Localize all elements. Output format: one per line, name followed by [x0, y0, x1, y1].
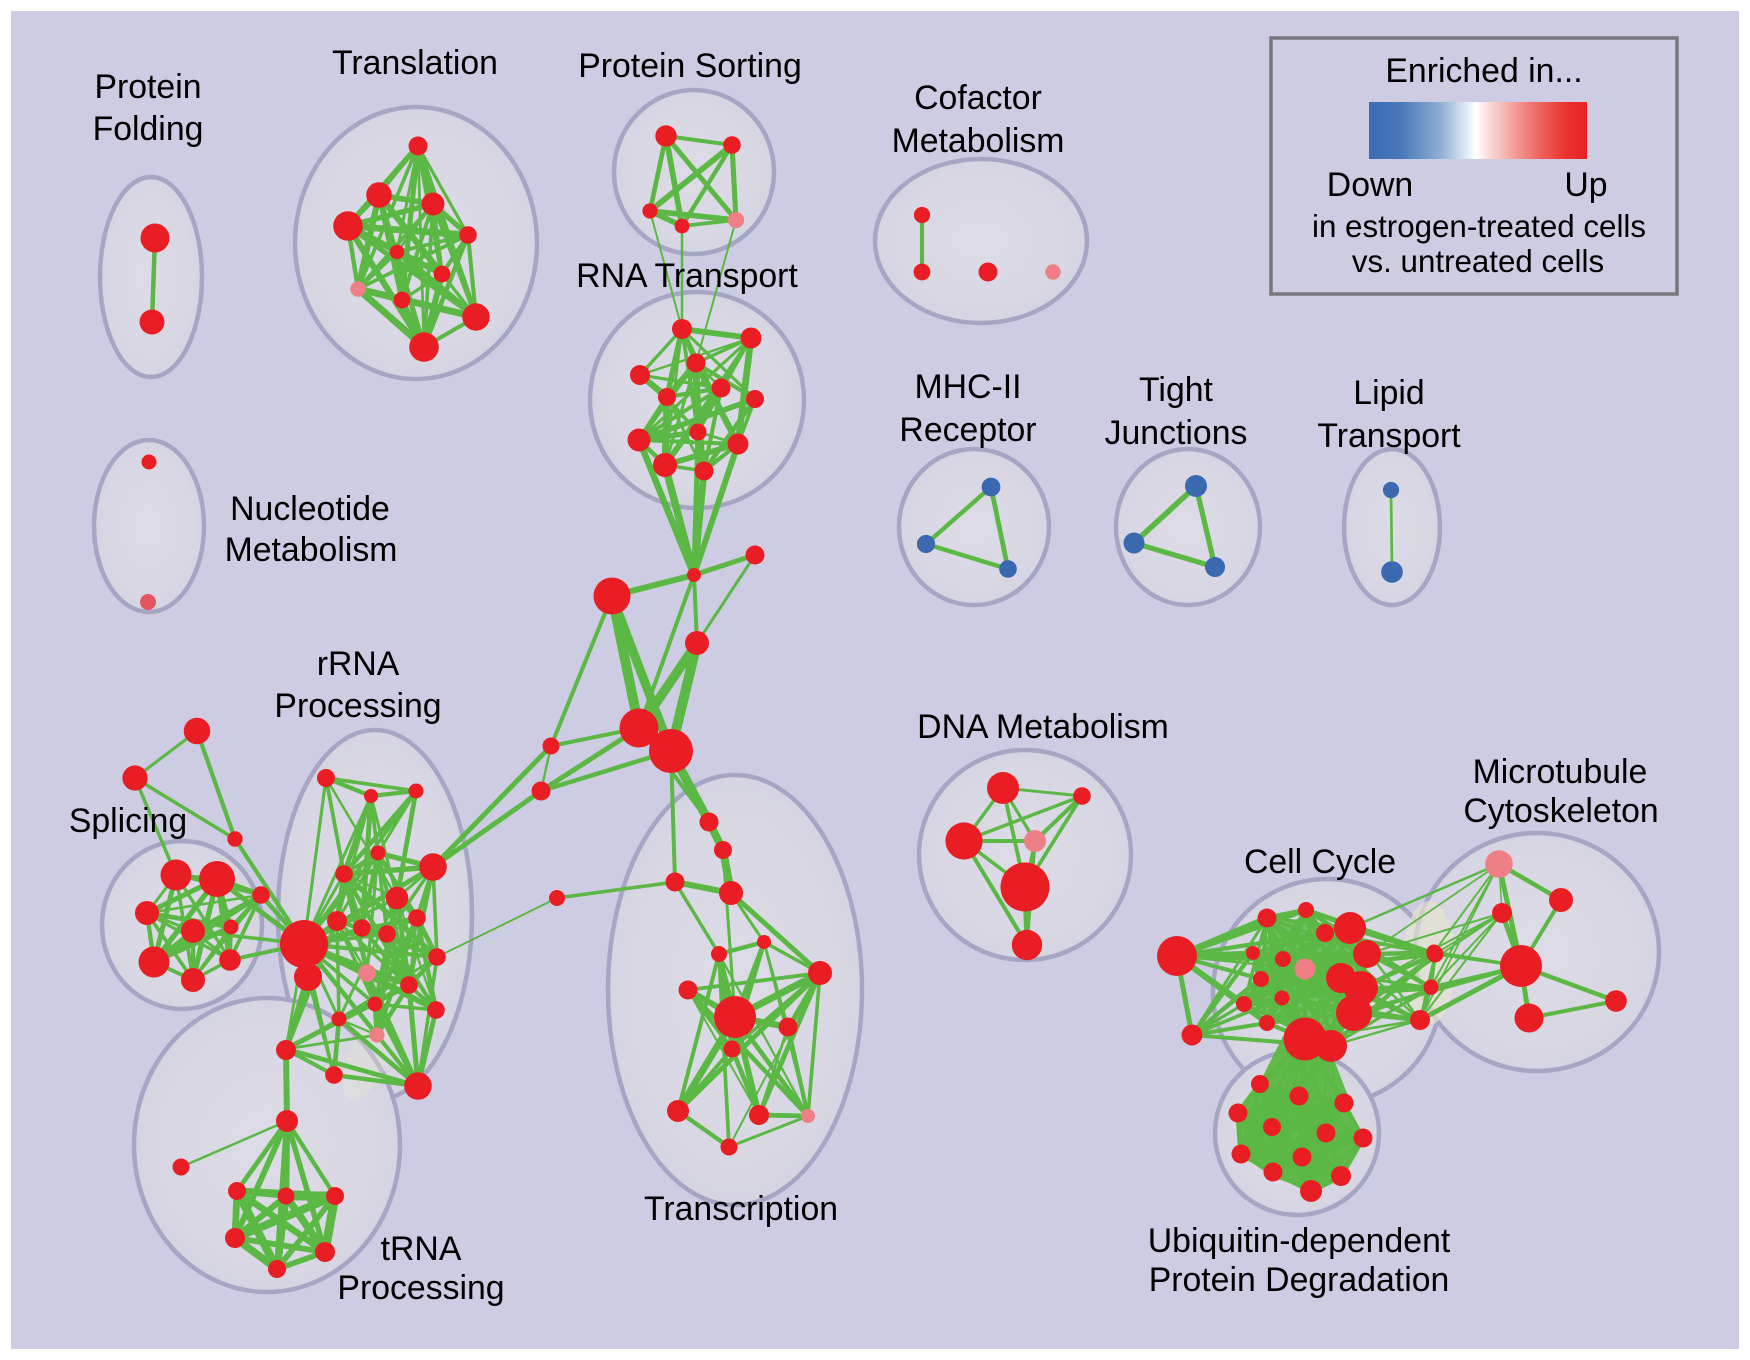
- svg-text:Ubiquitin-dependent: Ubiquitin-dependent: [1148, 1222, 1451, 1260]
- svg-text:tRNA: tRNA: [381, 1230, 462, 1268]
- svg-text:Up: Up: [1564, 166, 1607, 204]
- svg-text:Processing: Processing: [337, 1269, 504, 1307]
- svg-text:Transport: Transport: [1317, 417, 1461, 455]
- svg-text:Protein Degradation: Protein Degradation: [1149, 1261, 1450, 1299]
- svg-text:in estrogen-treated cells: in estrogen-treated cells: [1312, 209, 1646, 244]
- svg-text:DNA Metabolism: DNA Metabolism: [917, 708, 1169, 746]
- svg-text:Splicing: Splicing: [69, 802, 187, 840]
- svg-text:Translation: Translation: [332, 44, 498, 82]
- svg-text:Folding: Folding: [93, 110, 204, 148]
- svg-text:Receptor: Receptor: [899, 411, 1036, 449]
- svg-text:vs. untreated cells: vs. untreated cells: [1352, 244, 1604, 279]
- svg-text:rRNA: rRNA: [317, 645, 400, 683]
- svg-text:Microtubule: Microtubule: [1473, 753, 1648, 791]
- svg-text:Tight: Tight: [1139, 371, 1213, 409]
- svg-text:Processing: Processing: [274, 687, 441, 725]
- svg-text:Junctions: Junctions: [1105, 414, 1248, 452]
- svg-text:Protein Sorting: Protein Sorting: [578, 47, 802, 85]
- svg-text:Cell Cycle: Cell Cycle: [1244, 843, 1396, 881]
- svg-text:Lipid: Lipid: [1353, 374, 1424, 412]
- svg-text:Metabolism: Metabolism: [892, 122, 1065, 160]
- svg-text:Protein: Protein: [94, 68, 201, 106]
- svg-text:RNA Transport: RNA Transport: [576, 257, 798, 295]
- svg-text:Metabolism: Metabolism: [225, 531, 398, 569]
- svg-text:Nucleotide: Nucleotide: [230, 490, 390, 528]
- svg-text:Transcription: Transcription: [644, 1190, 838, 1228]
- svg-text:MHC-II: MHC-II: [914, 368, 1021, 406]
- svg-text:Down: Down: [1327, 166, 1413, 204]
- svg-text:Cofactor: Cofactor: [914, 79, 1042, 117]
- svg-text:Enriched in...: Enriched in...: [1385, 52, 1582, 90]
- svg-text:Cytoskeleton: Cytoskeleton: [1463, 792, 1658, 830]
